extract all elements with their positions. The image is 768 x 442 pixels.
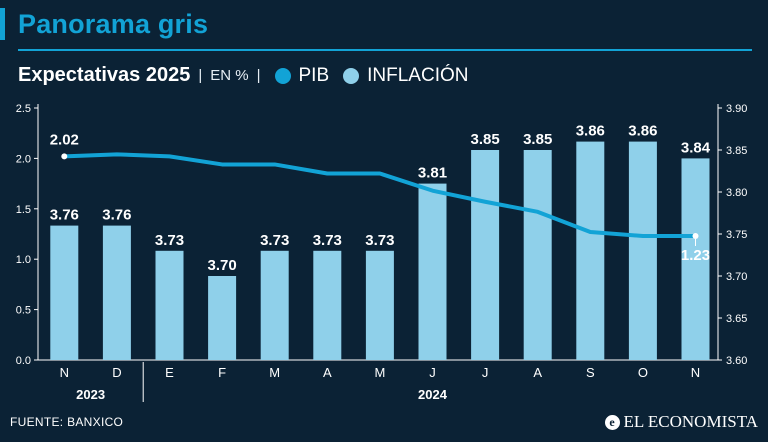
brand-text: EL ECONOMISTA — [623, 412, 758, 431]
x-category-label: J — [482, 365, 489, 380]
bar-inflacion — [208, 276, 237, 360]
chart-subtitle: Expectativas 2025 | EN % | PIB INFLACIÓN — [18, 64, 476, 87]
brand-logo: e EL ECONOMISTA — [604, 412, 758, 432]
y-right-tick-label: 3.90 — [726, 103, 747, 115]
y-right-tick-label: 3.70 — [726, 271, 747, 283]
bar-data-label: 3.76 — [50, 207, 79, 224]
title-accent-bar — [0, 8, 5, 40]
legend-inflacion-swatch — [343, 67, 360, 84]
x-category-label: F — [218, 365, 226, 380]
bar-data-label: 3.85 — [523, 131, 552, 148]
x-category-label: M — [269, 365, 280, 380]
y-left-tick-label: 1.0 — [16, 254, 31, 266]
bar-inflacion — [155, 250, 184, 360]
bar-data-label: 3.86 — [576, 123, 605, 140]
y-right-tick-label: 3.65 — [726, 313, 747, 325]
y-right-tick-label: 3.60 — [726, 355, 747, 367]
bar-data-label: 3.84 — [681, 139, 711, 156]
pib-data-label: 2.02 — [50, 131, 79, 148]
legend-inflacion-label: INFLACIÓN — [367, 64, 469, 86]
x-category-label: S — [586, 365, 595, 380]
subtitle-unit: EN % — [210, 67, 249, 84]
bar-inflacion — [523, 150, 552, 360]
y-left-tick-label: 1.5 — [16, 204, 31, 216]
subtitle-separator-2: | — [256, 67, 261, 84]
bar-data-label: 3.70 — [207, 257, 236, 274]
bar-inflacion — [365, 250, 394, 360]
y-left-tick-label: 2.0 — [16, 153, 31, 165]
y-right-tick-label: 3.80 — [726, 187, 747, 199]
title-divider — [18, 49, 752, 51]
y-left-tick-label: 0.0 — [16, 355, 31, 367]
pib-marker — [61, 153, 68, 160]
subtitle-main: Expectativas 2025 — [18, 64, 191, 86]
x-category-label: N — [691, 365, 700, 380]
chart-title: Panorama gris — [18, 9, 209, 39]
bar-inflacion — [102, 225, 131, 360]
bar-inflacion — [681, 158, 710, 360]
subtitle-separator: | — [198, 67, 203, 84]
bar-inflacion — [471, 150, 500, 360]
x-year-label: 2024 — [418, 387, 448, 402]
bar-data-label: 3.81 — [418, 165, 447, 182]
x-year-label: 2023 — [76, 387, 105, 402]
bar-inflacion — [628, 141, 657, 360]
x-category-label: M — [374, 365, 385, 380]
bar-data-label: 3.85 — [470, 131, 499, 148]
brand-icon: e — [604, 414, 620, 430]
source-note: FUENTE: BANXICO — [10, 415, 124, 429]
x-category-label: A — [533, 365, 542, 380]
x-category-label: A — [323, 365, 332, 380]
x-category-label: O — [638, 365, 648, 380]
legend-pib-swatch — [274, 67, 291, 84]
bar-data-label: 3.73 — [365, 232, 394, 249]
legend-pib-label: PIB — [298, 64, 330, 86]
x-category-label: D — [112, 365, 121, 380]
pib-marker — [692, 233, 699, 240]
y-left-tick-label: 0.5 — [16, 305, 31, 317]
y-left-tick-label: 2.5 — [16, 103, 31, 115]
bar-inflacion — [313, 250, 342, 360]
y-right-tick-label: 3.85 — [726, 145, 747, 157]
x-category-label: N — [60, 365, 69, 380]
bar-data-label: 3.73 — [260, 232, 289, 249]
bar-data-label: 3.73 — [313, 232, 342, 249]
bar-inflacion — [576, 141, 605, 360]
bar-inflacion — [418, 183, 447, 360]
y-right-tick-label: 3.75 — [726, 229, 747, 241]
pib-data-label: 1.23 — [681, 247, 710, 264]
x-category-label: J — [429, 365, 436, 380]
bar-inflacion — [260, 250, 289, 360]
bar-data-label: 3.76 — [102, 207, 131, 224]
bar-data-label: 3.73 — [155, 232, 184, 249]
bar-inflacion — [50, 225, 79, 360]
x-category-label: E — [165, 365, 174, 380]
bar-data-label: 3.86 — [628, 123, 657, 140]
